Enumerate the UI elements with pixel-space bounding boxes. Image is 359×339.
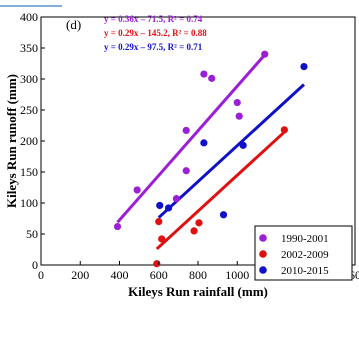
data-point-1990-2001 [233,98,241,107]
data-point-1990-2001 [261,50,269,58]
legend-box [254,225,353,281]
data-point-2002-2009 [190,227,198,235]
data-point-2010-2015 [164,204,173,212]
data-point-2002-2009 [280,126,288,134]
data-point-2002-2009 [155,218,163,226]
y-tick-label: 150 [20,165,38,179]
fit-equation-2002-2009: y = 0.29x – 145.2, R² = 0.88 [104,28,207,38]
y-tick-label: 400 [20,10,38,24]
legend-items: 1990-2001 2002-2009 2010-2015 [259,233,329,277]
data-points [113,50,308,268]
y-tick-label: 0 [32,258,38,272]
y-tick-label: 50 [26,227,38,241]
y-tick-label: 200 [20,134,38,148]
y-tick-label: 250 [20,103,38,117]
legend-marker-2002-2009 [259,250,267,258]
legend-label-2010-2015: 2010-2015 [281,265,329,277]
x-tick-label: 1000 [225,268,249,282]
data-point-1990-2001 [182,167,190,175]
legend: 1990-2001 2002-2009 2010-2015 [254,225,353,281]
data-point-2010-2015 [219,211,228,219]
data-point-1990-2001 [113,222,122,231]
legend-marker-1990-2001 [259,234,267,242]
legend-label-1990-2001: 1990-2001 [281,233,329,245]
y-axis-title: Kileys Run runoff (mm) [4,74,19,208]
x-tick-label: 200 [71,268,89,282]
legend-marker-2010-2015 [259,266,267,274]
x-tick-label: 400 [111,268,129,282]
fit-line-1990-2001 [116,53,266,224]
x-tick-label: 800 [189,268,207,282]
fit-equation-2010-2015: y = 0.29x – 97.5, R² = 0.71 [104,42,203,52]
data-point-2010-2015 [300,63,308,71]
panel-label: (d) [66,17,81,32]
fit-equation-1990-2001: y = 0.36x – 71.5, R² = 0.74 [104,14,203,24]
data-point-2002-2009 [195,219,203,227]
data-point-1990-2001 [208,74,216,82]
data-point-1990-2001 [133,186,141,194]
x-tick-label: 600 [150,268,168,282]
fit-line-2010-2015 [157,83,305,219]
data-point-2002-2009 [158,235,166,243]
data-point-2010-2015 [156,201,164,210]
y-ticks: 0 50 100 150 200 250 300 350 400 [20,10,45,272]
x-tick-label: 0 [38,268,44,282]
y-tick-label: 350 [20,41,38,55]
data-point-2010-2015 [200,139,208,147]
data-point-1990-2001 [200,70,208,78]
fit-line-2002-2009 [155,130,286,251]
fit-lines [116,53,305,251]
data-point-1990-2001 [235,112,243,120]
data-point-1990-2001 [182,126,190,135]
legend-label-2002-2009: 2002-2009 [281,249,329,261]
data-point-2002-2009 [153,260,161,268]
data-point-2010-2015 [239,141,247,149]
x-axis-title: Kileys Run rainfall (mm) [128,284,268,299]
y-tick-label: 100 [20,196,38,210]
data-point-1990-2001 [172,195,181,203]
equations: y = 0.36x – 71.5, R² = 0.74 y = 0.29x – 1… [104,14,207,52]
y-tick-label: 300 [20,72,38,86]
